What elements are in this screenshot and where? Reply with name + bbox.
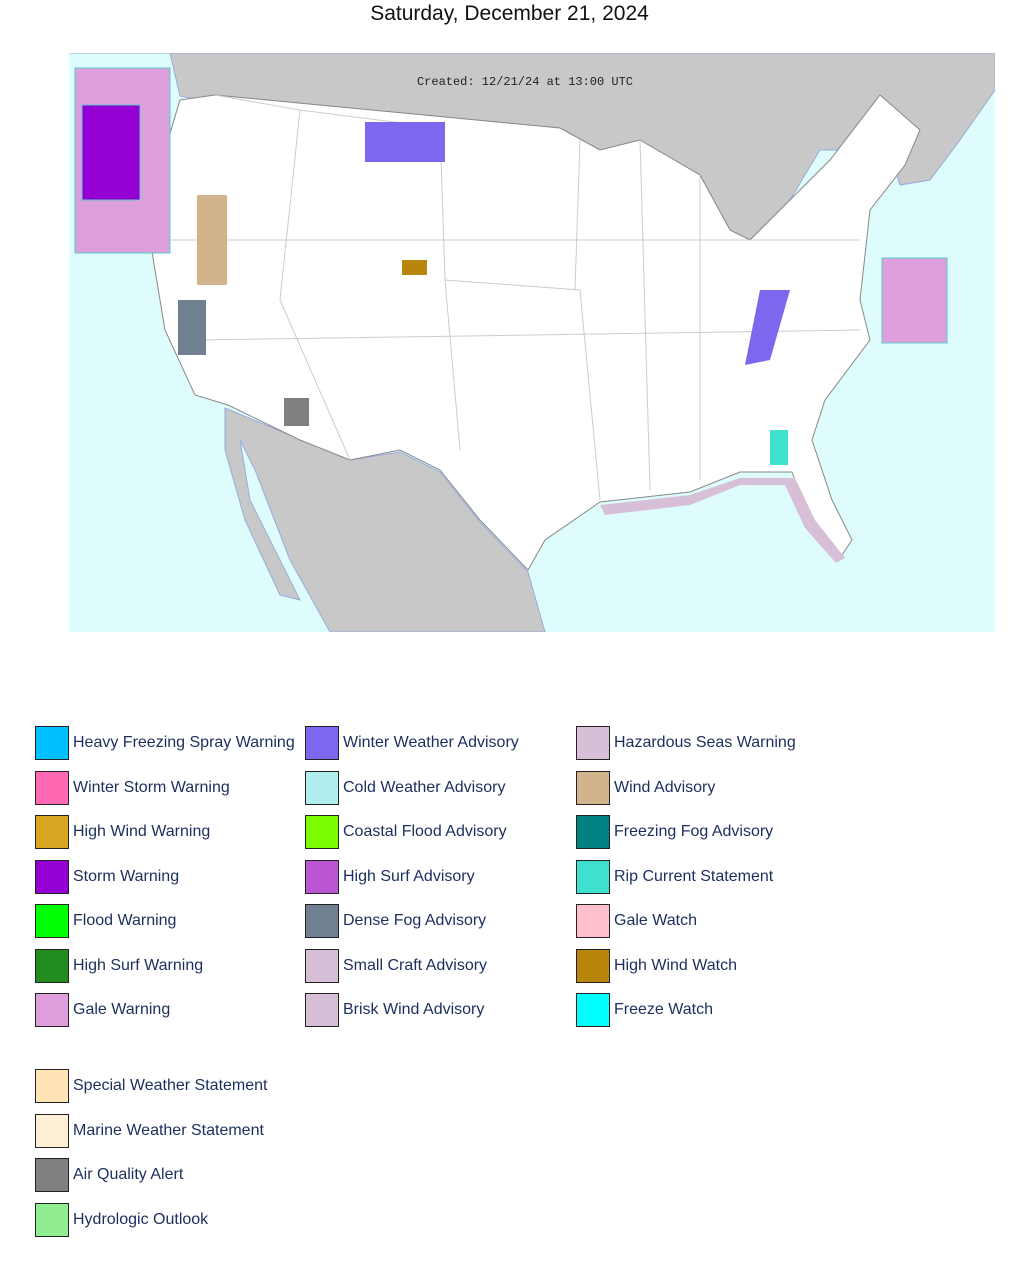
hazard-map: Created: 12/21/24 at 13:00 UTC (69, 53, 995, 632)
legend-swatch (576, 904, 610, 938)
legend-label: Wind Advisory (614, 778, 716, 796)
legend-label: Coastal Flood Advisory (343, 823, 507, 840)
legend-label: Dense Fog Advisory (343, 912, 487, 929)
legend-swatch (576, 770, 610, 805)
fog-area (178, 300, 206, 355)
legend-label: Freezing Fog Advisory (614, 823, 774, 840)
legend-swatch (576, 993, 610, 1027)
legend-item: Small Craft Advisory (305, 948, 488, 983)
legend-swatch (305, 726, 339, 760)
small-craft-area (600, 478, 845, 563)
legend-swatch (35, 1113, 69, 1148)
legend-label: Heavy Freezing Spray Warning (73, 734, 295, 751)
high-wind-watch-area (402, 260, 427, 275)
legend-item: Freeze Watch (576, 993, 713, 1027)
air-quality-area (284, 398, 309, 426)
legend-swatch (576, 859, 610, 894)
rip-current-area (770, 430, 788, 465)
mexico (224, 407, 546, 632)
legend-label: Air Quality Alert (73, 1166, 184, 1183)
legend-swatch (305, 815, 339, 849)
legend-label: High Wind Warning (73, 823, 211, 840)
legend-item: High Surf Warning (35, 948, 204, 983)
legend-item: Special Weather Statement (35, 1069, 267, 1103)
legend-item: Wind Advisory (576, 770, 716, 805)
legend-item: Air Quality Alert (35, 1158, 183, 1192)
legend-label: High Surf Warning (73, 956, 204, 974)
legend-item: Flood Warning (35, 904, 176, 938)
legend-item: High Surf Advisory (305, 859, 475, 894)
legend-item: Winter Weather Advisory (305, 726, 519, 760)
legend-item: Heavy Freezing Spray Warning (35, 726, 295, 760)
legend-label: Gale Warning (73, 1001, 171, 1018)
legend-swatch (35, 726, 69, 760)
legend-item: Hazardous Seas Warning (576, 726, 796, 760)
legend-swatch (35, 1158, 69, 1192)
legend-swatch (35, 948, 69, 983)
winter-advisory-area (365, 122, 445, 162)
legend-swatch (305, 948, 339, 983)
legend-item: Gale Watch (576, 904, 697, 938)
legend-item: Storm Warning (35, 859, 180, 894)
legend-label: Winter Storm Warning (73, 778, 230, 796)
legend-label: Storm Warning (73, 867, 180, 885)
legend-label: High Surf Advisory (343, 867, 475, 885)
storm-warning-area (81, 104, 141, 201)
legend-item: High Wind Warning (35, 815, 210, 849)
legend-item: Cold Weather Advisory (305, 770, 506, 805)
legend-item: Marine Weather Statement (35, 1113, 264, 1148)
legend-label: Small Craft Advisory (343, 956, 488, 974)
legend-swatch (35, 859, 69, 894)
legend-item: High Wind Watch (576, 948, 737, 983)
legend-swatch (35, 815, 69, 849)
state-lines (165, 94, 861, 501)
legend-item: Gale Warning (35, 993, 170, 1027)
legend-item: Freezing Fog Advisory (576, 815, 773, 849)
legend-swatch (35, 993, 69, 1027)
legend-label: Rip Current Statement (614, 867, 774, 885)
legend-swatch (305, 904, 339, 938)
legend-swatch (576, 726, 610, 760)
legend-item: Winter Storm Warning (35, 770, 230, 805)
legend-item: Hydrologic Outlook (35, 1202, 209, 1237)
legend-label: High Wind Watch (614, 956, 737, 974)
legend-item: Brisk Wind Advisory (305, 993, 484, 1027)
gale-warning-area (881, 257, 948, 344)
legend-item: Rip Current Statement (576, 859, 774, 894)
legend-swatch (305, 770, 339, 805)
legend-item: Dense Fog Advisory (305, 904, 486, 938)
united-states (149, 94, 921, 571)
legend-label: Brisk Wind Advisory (343, 1001, 485, 1018)
legend-swatch (35, 904, 69, 938)
legend-swatch (35, 1069, 69, 1103)
legend-label: Cold Weather Advisory (343, 778, 506, 796)
legend-label: Special Weather Statement (73, 1077, 268, 1094)
legend-item: Coastal Flood Advisory (305, 815, 507, 849)
legend-swatch (35, 1202, 69, 1237)
legend-label: Winter Weather Advisory (343, 734, 519, 751)
legend-label: Marine Weather Statement (73, 1121, 264, 1139)
legend-swatch (35, 770, 69, 805)
legend-label: Flood Warning (73, 912, 177, 929)
legend-label: Gale Watch (614, 912, 697, 929)
legend-swatch (305, 859, 339, 894)
legend-swatch (305, 993, 339, 1027)
page-title: Saturday, December 21, 2024 (370, 2, 649, 25)
winter-advisory-area (745, 290, 790, 365)
legend-label: Freeze Watch (614, 1001, 713, 1018)
wind-advisory-area (197, 195, 227, 285)
legend-label: Hazardous Seas Warning (614, 734, 796, 751)
created-label: Created: 12/21/24 at 13:00 UTC (417, 75, 633, 89)
legend-swatch (576, 948, 610, 983)
legend-swatch (576, 815, 610, 849)
legend-label: Hydrologic Outlook (73, 1210, 209, 1228)
